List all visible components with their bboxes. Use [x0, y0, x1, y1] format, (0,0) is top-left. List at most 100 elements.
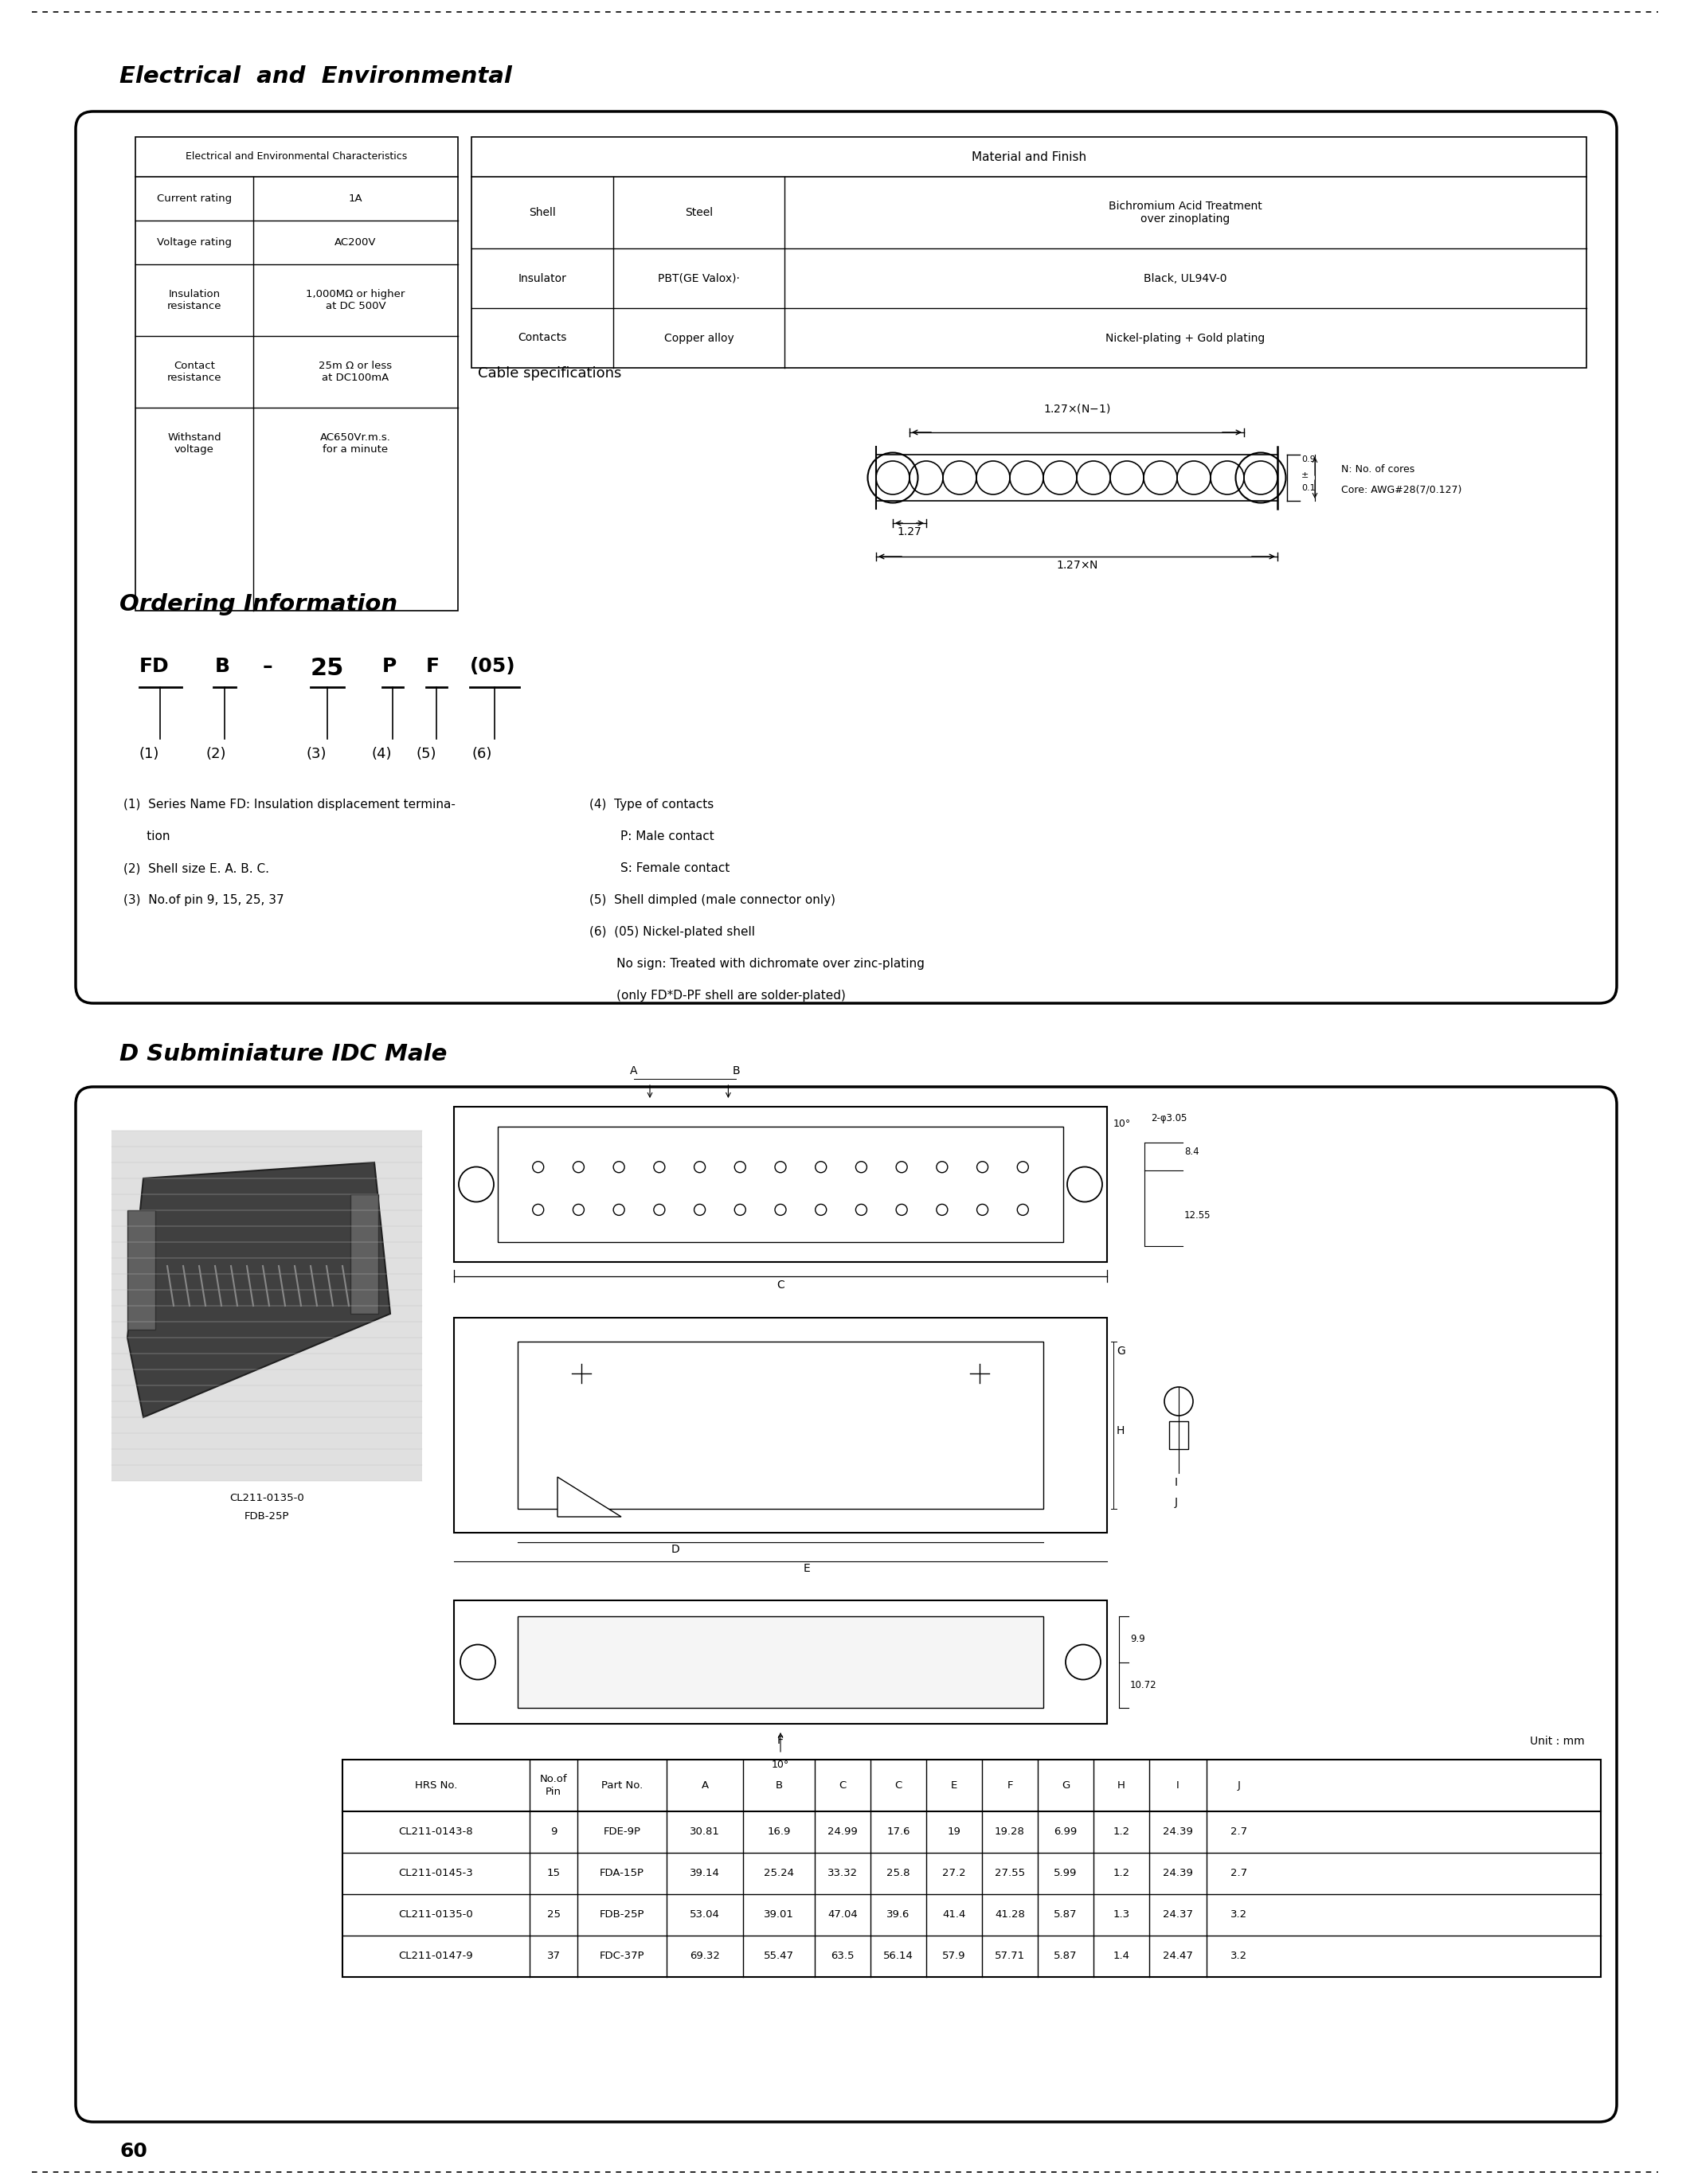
Text: 5.87: 5.87 [1055, 1950, 1077, 1961]
Text: 37: 37 [548, 1950, 561, 1961]
Text: Electrical  and  Environmental: Electrical and Environmental [120, 66, 512, 87]
Text: 27.2: 27.2 [943, 1867, 967, 1878]
Text: 60: 60 [120, 2143, 147, 2160]
Text: (1): (1) [139, 747, 159, 762]
FancyBboxPatch shape [76, 1088, 1617, 2123]
Text: D: D [671, 1544, 679, 1555]
Text: CL211-0147-9: CL211-0147-9 [399, 1950, 473, 1961]
Text: 39.6: 39.6 [887, 1909, 909, 1920]
Text: FDB-25P: FDB-25P [600, 1909, 644, 1920]
Text: 63.5: 63.5 [831, 1950, 855, 1961]
Text: (1)  Series Name FD: Insulation displacement termina-: (1) Series Name FD: Insulation displacem… [123, 799, 455, 810]
Bar [472, 138, 1587, 367]
Text: 24.39: 24.39 [1163, 1867, 1193, 1878]
Bar [343, 1760, 1600, 1977]
Text: FDB-25P: FDB-25P [245, 1511, 289, 1522]
Text: 16.9: 16.9 [767, 1826, 791, 1837]
Text: (05): (05) [470, 657, 515, 677]
Text: 69.32: 69.32 [690, 1950, 720, 1961]
Text: 5.99: 5.99 [1055, 1867, 1077, 1878]
Text: 0.9: 0.9 [1301, 456, 1315, 463]
Text: A: A [701, 1780, 708, 1791]
Text: 33.32: 33.32 [828, 1867, 859, 1878]
Text: FD: FD [139, 657, 169, 677]
Text: 10.72: 10.72 [1131, 1679, 1158, 1690]
Text: Insulator: Insulator [519, 273, 566, 284]
Text: 25: 25 [548, 1909, 561, 1920]
Text: 30.81: 30.81 [690, 1826, 720, 1837]
Text: 53.04: 53.04 [690, 1909, 720, 1920]
Text: Bichromium Acid Treatment
over zinoplating: Bichromium Acid Treatment over zinoplati… [1109, 201, 1262, 225]
Text: CL211-0135-0: CL211-0135-0 [230, 1494, 304, 1503]
Text: (5)  Shell dimpled (male connector only): (5) Shell dimpled (male connector only) [590, 893, 835, 906]
Text: 1.4: 1.4 [1114, 1950, 1129, 1961]
Text: C: C [777, 1280, 784, 1291]
Text: 3.2: 3.2 [1230, 1909, 1247, 1920]
Text: H: H [1117, 1426, 1126, 1437]
Text: E: E [951, 1780, 958, 1791]
Text: 1.27: 1.27 [897, 526, 921, 537]
Text: ±: ± [1301, 472, 1308, 478]
Text: Contacts: Contacts [517, 332, 566, 343]
Text: B: B [732, 1066, 740, 1077]
Text: 8.4: 8.4 [1185, 1147, 1200, 1158]
Text: 1.27$\times$(N$-$1): 1.27$\times$(N$-$1) [1043, 402, 1110, 415]
Text: Material and Finish: Material and Finish [972, 151, 1087, 164]
Text: AC200V: AC200V [335, 238, 377, 247]
Text: B: B [776, 1780, 782, 1791]
Text: (2): (2) [206, 747, 226, 762]
Bar [135, 138, 458, 612]
Text: Nickel-plating + Gold plating: Nickel-plating + Gold plating [1105, 332, 1266, 343]
Bar [350, 1195, 379, 1315]
Text: (6)  (05) Nickel-plated shell: (6) (05) Nickel-plated shell [590, 926, 755, 937]
Text: 1.3: 1.3 [1114, 1909, 1131, 1920]
Bar [455, 1107, 1107, 1262]
Text: 27.55: 27.55 [995, 1867, 1026, 1878]
Text: 2.7: 2.7 [1230, 1867, 1247, 1878]
Text: J: J [1237, 1780, 1240, 1791]
Text: 56.14: 56.14 [884, 1950, 913, 1961]
Text: N: No. of cores: N: No. of cores [1342, 465, 1415, 474]
Text: (4): (4) [372, 747, 392, 762]
Text: 9.9: 9.9 [1131, 1634, 1146, 1645]
Text: 15: 15 [548, 1867, 561, 1878]
Text: HRS No.: HRS No. [414, 1780, 458, 1791]
Text: J: J [1175, 1496, 1178, 1507]
Text: Electrical and Environmental Characteristics: Electrical and Environmental Characteris… [186, 151, 407, 162]
Text: G: G [1117, 1345, 1126, 1356]
Text: No sign: Treated with dichromate over zinc-plating: No sign: Treated with dichromate over zi… [590, 959, 924, 970]
Text: P: P [382, 657, 397, 677]
Text: P: Male contact: P: Male contact [590, 830, 715, 843]
Text: Unit : mm: Unit : mm [1529, 1736, 1585, 1747]
Text: 57.9: 57.9 [943, 1950, 967, 1961]
Bar [112, 1131, 422, 1481]
Text: 47.04: 47.04 [828, 1909, 857, 1920]
Text: 25m Ω or less
at DC100mA: 25m Ω or less at DC100mA [319, 360, 392, 382]
Text: C: C [838, 1780, 847, 1791]
Text: –: – [264, 657, 272, 677]
Text: AC650Vr.m.s.
for a minute: AC650Vr.m.s. for a minute [319, 432, 390, 454]
Text: 41.28: 41.28 [995, 1909, 1024, 1920]
Text: Cable specifications: Cable specifications [478, 367, 622, 380]
Text: S: Female contact: S: Female contact [590, 863, 730, 874]
Text: 17.6: 17.6 [887, 1826, 911, 1837]
Text: (6): (6) [472, 747, 492, 762]
Text: 10°: 10° [1114, 1118, 1131, 1129]
Text: 25: 25 [311, 657, 345, 679]
Text: Withstand
voltage: Withstand voltage [167, 432, 221, 454]
Text: FDE-9P: FDE-9P [603, 1826, 641, 1837]
Text: D Subminiature IDC Male: D Subminiature IDC Male [120, 1044, 448, 1066]
Text: Ordering Information: Ordering Information [120, 594, 397, 616]
Text: E: E [803, 1564, 810, 1575]
Text: FDC-37P: FDC-37P [600, 1950, 644, 1961]
Text: B: B [215, 657, 230, 677]
Text: (4)  Type of contacts: (4) Type of contacts [590, 799, 713, 810]
Text: 25.24: 25.24 [764, 1867, 794, 1878]
Text: (3): (3) [306, 747, 326, 762]
Text: (3)  No.of pin 9, 15, 25, 37: (3) No.of pin 9, 15, 25, 37 [123, 893, 284, 906]
Text: G: G [1061, 1780, 1070, 1791]
Polygon shape [127, 1162, 390, 1417]
Bar [455, 1317, 1107, 1533]
Text: 24.99: 24.99 [828, 1826, 857, 1837]
Text: F: F [1007, 1780, 1012, 1791]
